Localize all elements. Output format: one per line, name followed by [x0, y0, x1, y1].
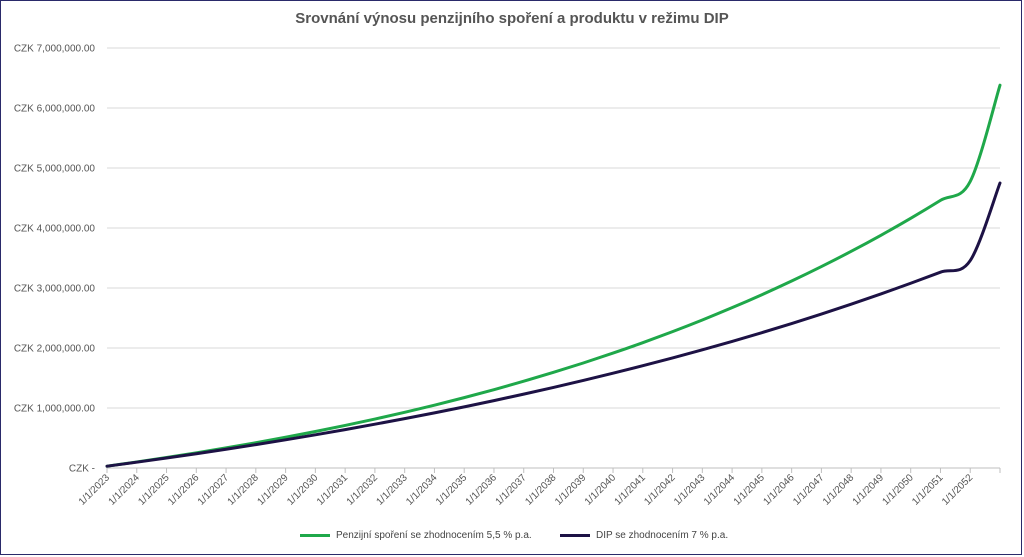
y-axis-tick-labels: CZK - CZK 1,000,000.00 CZK 2,000,000.00 CZK… — [14, 44, 96, 475]
x-tick-label: 1/1/2041 — [613, 472, 649, 508]
y-tick-label: CZK - — [69, 464, 95, 475]
legend-swatch-dip — [560, 534, 590, 537]
x-axis — [106, 467, 1001, 473]
x-tick-label: 1/1/2052 — [940, 472, 976, 508]
y-tick-label: CZK 6,000,000.00 — [14, 104, 96, 115]
x-tick-label: 1/1/2048 — [821, 472, 857, 508]
x-tick-label: 1/1/2034 — [404, 472, 440, 508]
x-tick-label: 1/1/2050 — [881, 472, 917, 508]
x-tick-label: 1/1/2043 — [672, 472, 708, 508]
legend-item-dip: DIP se zhodnocením 7 % p.a. — [560, 530, 728, 541]
y-tick-label: CZK 2,000,000.00 — [14, 344, 96, 355]
x-tick-label: 1/1/2038 — [523, 472, 559, 508]
y-tick-label: CZK 1,000,000.00 — [14, 404, 96, 415]
x-tick-label: 1/1/2037 — [494, 472, 530, 508]
x-tick-label: 1/1/2051 — [910, 472, 946, 508]
legend-swatch-pension — [300, 534, 330, 537]
legend-item-pension: Penzijní spoření se zhodnocením 5,5 % p.… — [300, 530, 532, 541]
legend: Penzijní spoření se zhodnocením 5,5 % p.… — [0, 530, 1024, 550]
x-axis-tick-labels: 1/1/20231/1/20241/1/20251/1/20261/1/2027… — [77, 472, 976, 508]
x-tick-label: 1/1/2036 — [464, 472, 500, 508]
x-tick-label: 1/1/2030 — [285, 472, 321, 508]
x-tick-label: 1/1/2039 — [553, 472, 589, 508]
x-tick-label: 1/1/2028 — [226, 472, 262, 508]
x-tick-label: 1/1/2029 — [255, 472, 291, 508]
x-tick-label: 1/1/2031 — [315, 472, 351, 508]
x-tick-label: 1/1/2045 — [732, 472, 768, 508]
chart-title: Srovnání výnosu penzijního spoření a pro… — [295, 10, 729, 27]
x-tick-label: 1/1/2024 — [107, 472, 143, 508]
legend-label-dip: DIP se zhodnocením 7 % p.a. — [596, 530, 729, 541]
y-tick-label: CZK 5,000,000.00 — [14, 164, 96, 175]
x-tick-label: 1/1/2046 — [761, 472, 797, 508]
x-tick-label: 1/1/2026 — [166, 472, 202, 508]
y-tick-label: CZK 7,000,000.00 — [14, 44, 96, 55]
x-tick-label: 1/1/2049 — [851, 472, 887, 508]
series-line-pension — [105, 83, 1002, 468]
series-lines — [105, 83, 1002, 468]
x-tick-label: 1/1/2035 — [434, 472, 470, 508]
gridlines — [107, 47, 1000, 409]
x-tick-label: 1/1/2040 — [583, 472, 619, 508]
legend-label-pension: Penzijní spoření se zhodnocením 5,5 % p.… — [336, 530, 532, 541]
y-tick-label: CZK 3,000,000.00 — [14, 284, 96, 295]
x-tick-label: 1/1/2025 — [136, 472, 172, 508]
x-tick-label: 1/1/2027 — [196, 472, 232, 508]
x-tick-label: 1/1/2044 — [702, 472, 738, 508]
x-tick-label: 1/1/2023 — [77, 472, 113, 508]
x-tick-label: 1/1/2033 — [374, 472, 410, 508]
y-tick-label: CZK 4,000,000.00 — [14, 224, 96, 235]
x-tick-label: 1/1/2032 — [345, 472, 381, 508]
series-line-dip — [105, 181, 1002, 468]
x-tick-label: 1/1/2042 — [642, 472, 678, 508]
x-tick-label: 1/1/2047 — [791, 472, 827, 508]
